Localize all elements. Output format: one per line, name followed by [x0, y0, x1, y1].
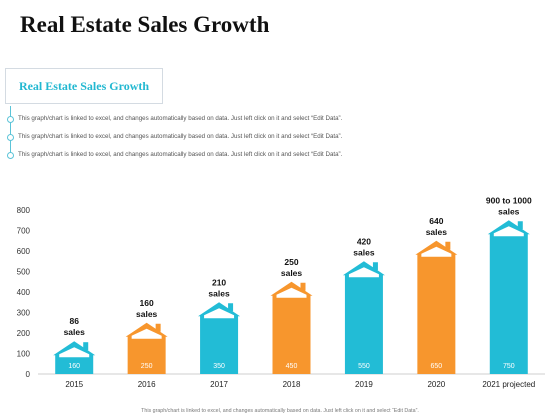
sales-annotation: sales [208, 288, 230, 298]
bar [487, 220, 530, 374]
chimney [517, 221, 523, 230]
sales-annotation: sales [498, 206, 520, 216]
notes-list: This graph/chart is linked to excel, and… [6, 114, 342, 168]
y-tick-label: 500 [17, 268, 31, 277]
y-tick-label: 800 [17, 206, 31, 215]
roof-stripe [493, 226, 524, 237]
chimney [228, 303, 234, 312]
chimney [445, 241, 451, 250]
sales-bar-chart: 0100200300400500600700800160201586sales2… [17, 195, 545, 389]
x-tick-label: 2017 [210, 380, 228, 389]
sales-annotation: 420 [357, 236, 371, 246]
bar [270, 281, 313, 374]
note-rail [10, 106, 11, 158]
sales-annotation: 210 [212, 277, 226, 287]
x-tick-label: 2021 projected [482, 380, 535, 389]
bar-value-label: 350 [213, 363, 225, 370]
roof-stripe [421, 246, 452, 257]
x-tick-label: 2019 [355, 380, 373, 389]
roof-stripe [348, 267, 379, 278]
sales-annotation: sales [281, 268, 303, 278]
note-item: This graph/chart is linked to excel, and… [6, 114, 342, 132]
roof-stripe [204, 308, 235, 319]
roof-stripe [59, 347, 90, 358]
y-tick-label: 0 [26, 370, 31, 379]
page-title: Real Estate Sales Growth [20, 12, 270, 37]
x-tick-label: 2018 [283, 380, 301, 389]
y-tick-label: 700 [17, 227, 31, 236]
bar-value-label: 450 [286, 363, 298, 370]
chimney [372, 262, 378, 271]
sales-annotation: 640 [429, 216, 443, 226]
y-tick-label: 300 [17, 309, 31, 318]
note-item: This graph/chart is linked to excel, and… [6, 132, 342, 150]
bar-value-label: 160 [68, 363, 80, 370]
sales-annotation: sales [136, 309, 158, 319]
sales-annotation: 250 [284, 257, 298, 267]
bar-value-label: 750 [503, 363, 515, 370]
roof-stripe [276, 287, 307, 298]
x-tick-label: 2020 [427, 380, 445, 389]
sales-annotation: sales [353, 247, 375, 257]
note-text: This graph/chart is linked to excel, and… [18, 115, 343, 122]
subtitle-box: Real Estate Sales Growth [5, 68, 163, 104]
bullet-circle-icon [7, 134, 14, 141]
chimney [300, 282, 306, 291]
bar-value-label: 550 [358, 363, 370, 370]
sales-annotation: sales [64, 327, 86, 337]
sales-annotation: 86 [69, 316, 79, 326]
chimney [155, 323, 161, 332]
roof-stripe [131, 328, 162, 339]
x-tick-label: 2015 [65, 380, 83, 389]
bullet-circle-icon [7, 116, 14, 123]
y-tick-label: 200 [17, 329, 31, 338]
footer-note: This graph/chart is linked to excel, and… [141, 408, 419, 414]
subtitle-text: Real Estate Sales Growth [18, 78, 150, 93]
bar [415, 240, 458, 374]
bullet-circle-icon [7, 152, 14, 159]
y-tick-label: 400 [17, 288, 31, 297]
bar [198, 302, 241, 374]
note-item: This graph/chart is linked to excel, and… [6, 150, 342, 168]
sales-annotation: sales [426, 227, 448, 237]
bar [342, 261, 385, 374]
chimney [83, 342, 89, 351]
y-tick-label: 600 [17, 247, 31, 256]
sales-annotation: 160 [140, 298, 154, 308]
note-text: This graph/chart is linked to excel, and… [18, 133, 343, 140]
bar-value-label: 250 [141, 363, 153, 370]
note-text: This graph/chart is linked to excel, and… [18, 151, 343, 158]
bar-value-label: 650 [431, 363, 443, 370]
sales-annotation: 900 to 1000 [486, 195, 532, 205]
y-tick-label: 100 [17, 350, 31, 359]
x-tick-label: 2016 [138, 380, 156, 389]
